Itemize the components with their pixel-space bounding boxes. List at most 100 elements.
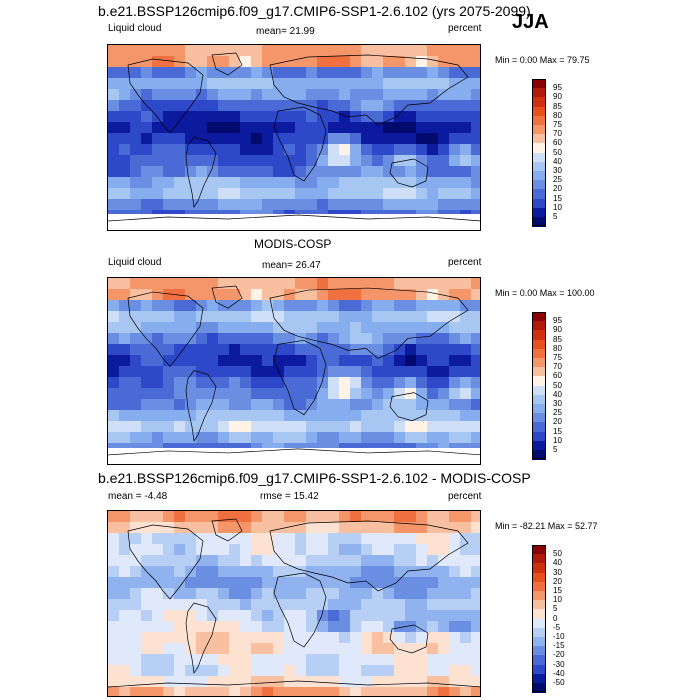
map-cell	[383, 654, 395, 666]
map-cell	[229, 621, 241, 633]
map-cell	[262, 665, 274, 677]
map-cell	[218, 133, 230, 145]
colorbar-segment	[532, 97, 546, 107]
map-cell	[383, 621, 395, 633]
map-cell	[163, 555, 175, 567]
map-cell	[273, 665, 285, 677]
map-cell	[284, 289, 296, 301]
map-cell	[174, 544, 186, 556]
map-cell	[284, 278, 296, 290]
map-cell	[449, 45, 461, 57]
map-cell	[218, 566, 230, 578]
map-cell	[427, 377, 439, 389]
map-cell	[295, 577, 307, 589]
map-cell	[306, 588, 318, 600]
colorbar-segment	[532, 189, 546, 199]
map-cell	[350, 566, 362, 578]
colorbar-tick-label: 5	[553, 445, 558, 454]
map-cell	[394, 676, 406, 688]
map-cell	[130, 56, 142, 68]
map-cell	[350, 111, 362, 123]
map-cell	[130, 177, 142, 189]
coastline	[389, 392, 429, 422]
map-cell	[438, 45, 450, 57]
map-cell	[361, 56, 373, 68]
map-cell	[350, 643, 362, 655]
map-cell	[141, 676, 153, 688]
map-cell	[152, 388, 164, 400]
map-cell	[350, 377, 362, 389]
map-cell	[350, 588, 362, 600]
map-cell	[306, 566, 318, 578]
colorbar-segment	[532, 404, 546, 414]
map-cell	[196, 122, 208, 134]
map-cell	[317, 344, 329, 356]
map-cell	[405, 366, 417, 378]
map-cell	[427, 144, 439, 156]
map-cell	[273, 78, 285, 90]
map-cell	[262, 632, 274, 644]
map-cell	[284, 544, 296, 556]
map-cell	[328, 687, 340, 696]
map-cell	[152, 199, 164, 211]
colorbar-tick-label: 40	[553, 389, 562, 399]
map-cell	[361, 311, 373, 323]
map-cell	[174, 421, 186, 433]
map-cell	[163, 654, 175, 666]
map-cell	[262, 322, 274, 334]
map-cell	[350, 289, 362, 301]
map-cell	[229, 588, 241, 600]
map-cell	[218, 643, 230, 655]
map-cell	[306, 533, 318, 545]
map-cell	[328, 133, 340, 145]
map-cell	[405, 643, 417, 655]
map-cell	[427, 621, 439, 633]
map-cell	[284, 355, 296, 367]
colorbar-tick-label: 70	[553, 129, 562, 139]
colorbar-tick-label: -10	[553, 632, 565, 641]
map-cell	[207, 45, 219, 57]
map-cell	[218, 366, 230, 378]
map-cell	[251, 533, 263, 545]
map-cell	[273, 311, 285, 323]
map-cell	[251, 45, 263, 57]
map-cell	[108, 388, 120, 400]
map-cell	[416, 89, 428, 101]
map-cell	[405, 166, 417, 178]
colorbar-tick-label: 50	[553, 380, 562, 390]
map-cell	[383, 56, 395, 68]
map-cell	[361, 289, 373, 301]
map-cell	[372, 56, 384, 68]
map-cell	[416, 588, 428, 600]
panel1-units-label: percent	[448, 23, 482, 34]
map-cell	[207, 177, 219, 189]
map-cell	[460, 654, 472, 666]
map-cell	[449, 166, 461, 178]
map-cell	[306, 333, 318, 345]
map-cell	[460, 410, 472, 422]
map-cell	[174, 300, 186, 312]
map-cell	[295, 421, 307, 433]
map-cell	[405, 177, 417, 189]
map-cell	[251, 56, 263, 68]
map-cell	[141, 399, 153, 411]
map-cell	[119, 67, 131, 79]
map-cell	[328, 588, 340, 600]
map-cell	[152, 555, 164, 567]
map-cell	[141, 188, 153, 200]
map-cell	[350, 410, 362, 422]
map-cell	[416, 344, 428, 356]
map-cell	[273, 687, 285, 696]
map-cell	[372, 300, 384, 312]
map-cell	[438, 133, 450, 145]
map-cell	[196, 45, 208, 57]
map-cell	[383, 278, 395, 290]
map-cell	[460, 144, 472, 156]
map-cell	[372, 166, 384, 178]
season-label: JJA	[512, 11, 549, 33]
map-cell	[317, 322, 329, 334]
map-cell	[471, 377, 480, 389]
map-cell	[460, 588, 472, 600]
map-cell	[383, 388, 395, 400]
colorbar-tick-label: 60	[553, 371, 562, 381]
